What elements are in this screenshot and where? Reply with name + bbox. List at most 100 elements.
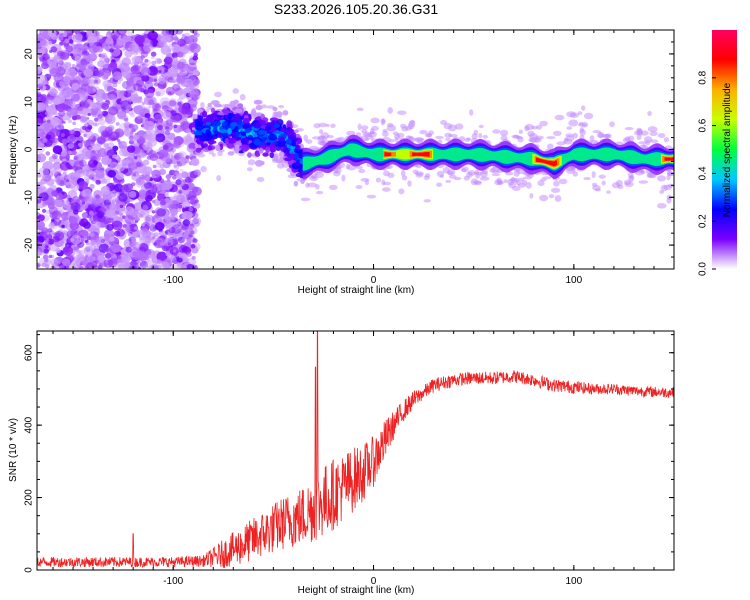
heatmap-cell: [660, 184, 668, 192]
heatmap-cell: [609, 121, 615, 128]
heatmap-cell: [414, 137, 424, 143]
heatmap-cell: [439, 174, 444, 178]
heatmap-cell: [194, 84, 200, 89]
heatmap-cell: [309, 156, 312, 168]
heatmap-cell: [480, 148, 483, 162]
heatmap-cell: [636, 134, 642, 141]
heatmap-cell: [127, 232, 133, 237]
heatmap-cell: [105, 61, 110, 66]
heatmap-cell: [503, 150, 506, 164]
heatmap-cell: [101, 74, 108, 80]
heatmap-cell: [133, 155, 138, 160]
heatmap-cell: [37, 54, 43, 60]
heatmap-cell: [303, 134, 309, 142]
heatmap-cell: [77, 105, 84, 112]
heatmap-cell: [164, 220, 173, 229]
heatmap-cell: [153, 78, 158, 82]
heatmap-cell: [45, 134, 52, 140]
heatmap-cell: [265, 125, 272, 131]
heatmap-cell: [207, 102, 212, 108]
heatmap-cell: [76, 253, 85, 262]
heatmap-cell: [62, 89, 73, 99]
heatmap-cell: [398, 188, 405, 195]
heatmap-cell: [188, 90, 196, 98]
heatmap-cell: [74, 33, 83, 41]
heatmap-cell: [68, 216, 78, 225]
heatmap-cell: [618, 150, 621, 160]
heatmap-cell: [466, 137, 472, 141]
heatmap-cell: [96, 140, 103, 147]
heatmap-cell: [407, 180, 412, 187]
heatmap-cell: [611, 148, 614, 160]
heatmap-cell: [42, 229, 51, 238]
heatmap-cell: [227, 151, 235, 156]
heatmap-cell: [294, 145, 301, 150]
heatmap-cell: [190, 243, 196, 249]
heatmap-cell: [186, 241, 192, 246]
heatmap-cell: [57, 124, 62, 128]
heatmap-cell: [143, 181, 152, 189]
heatmap-cell: [525, 152, 527, 165]
heatmap-cell: [103, 199, 111, 206]
heatmap-cell: [38, 109, 48, 119]
heatmap-cell: [205, 114, 214, 122]
heatmap-cell: [475, 170, 480, 174]
heatmap-cell: [186, 252, 192, 257]
heatmap-cell: [121, 185, 130, 193]
heatmap-cell: [187, 195, 198, 205]
heatmap-cell: [528, 152, 531, 166]
heatmap-cell: [295, 149, 302, 153]
heatmap-cell: [594, 149, 597, 159]
heatmap-cell: [139, 188, 146, 196]
heatmap-cell: [593, 149, 596, 159]
heatmap-cell: [505, 171, 514, 176]
heatmap-cell: [250, 109, 257, 117]
heatmap-cell: [95, 179, 101, 185]
heatmap-cell: [581, 121, 589, 128]
heatmap-cell: [143, 133, 149, 139]
heatmap-cell: [141, 101, 146, 105]
heatmap-cell: [610, 148, 613, 161]
heatmap-cell: [130, 62, 134, 65]
heatmap-cell: [81, 75, 86, 79]
heatmap-cell: [96, 211, 105, 219]
heatmap-cell: [105, 209, 115, 219]
heatmap-cell: [210, 107, 216, 114]
heatmap-cell: [537, 180, 545, 187]
heatmap-cell: [139, 174, 145, 180]
heatmap-cell: [72, 196, 81, 204]
heatmap-cell: [171, 195, 182, 205]
heatmap-cell: [374, 148, 377, 161]
heatmap-cell: [61, 224, 65, 228]
heatmap-cell: [585, 148, 588, 161]
heatmap-cell: [445, 149, 448, 160]
heatmap-cell: [656, 175, 667, 182]
heatmap-cell: [300, 178, 305, 185]
heatmap-cell: [42, 138, 48, 143]
heatmap-cell: [89, 210, 93, 214]
heatmap-cell: [178, 204, 183, 209]
heatmap-cell: [361, 146, 364, 158]
heatmap-cell: [107, 183, 114, 189]
heatmap-cell: [65, 68, 77, 79]
heatmap-cell: [145, 216, 151, 222]
heatmap-cell: [143, 42, 154, 53]
heatmap-cell: [137, 114, 142, 120]
heatmap-cell: [153, 242, 157, 246]
heatmap-cell: [508, 182, 517, 189]
heatmap-cell: [62, 230, 68, 235]
heatmap-cell: [596, 149, 598, 159]
heatmap-cell: [48, 254, 53, 259]
heatmap-cell: [179, 156, 187, 164]
heatmap-cell: [43, 230, 51, 238]
heatmap-cell: [609, 147, 612, 161]
heatmap-cell: [171, 44, 181, 53]
heatmap-cell: [128, 109, 134, 116]
heatmap-cell: [111, 133, 117, 139]
heatmap-cell: [138, 252, 148, 261]
heatmap-cell: [37, 263, 41, 268]
heatmap-cell: [79, 65, 86, 72]
heatmap-cell: [66, 134, 78, 145]
heatmap-cell: [71, 150, 77, 156]
heatmap-cell: [101, 130, 110, 138]
